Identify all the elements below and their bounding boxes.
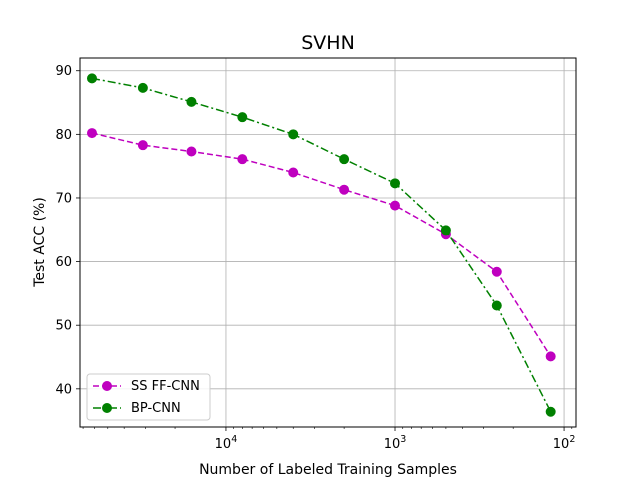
data-point-ss-ff-cnn xyxy=(339,184,350,195)
chart-title: SVHN xyxy=(301,32,355,54)
data-point-bp-cnn xyxy=(137,82,148,93)
data-point-bp-cnn xyxy=(390,178,401,189)
y-tick-label: 50 xyxy=(55,319,72,334)
data-point-ss-ff-cnn xyxy=(288,167,299,178)
data-point-ss-ff-cnn xyxy=(491,266,502,277)
ticks: 40 50 60 70 80 90 104 103 102 xyxy=(55,64,575,452)
data-point-ss-ff-cnn xyxy=(390,200,401,211)
legend-marker-bp-cnn xyxy=(102,403,112,413)
legend: SS FF-CNN BP-CNN xyxy=(86,373,211,421)
series-ss-ff-cnn xyxy=(86,128,556,362)
data-point-ss-ff-cnn xyxy=(137,140,148,151)
y-tick-label: 60 xyxy=(55,255,72,270)
data-point-bp-cnn xyxy=(86,73,97,84)
legend-box xyxy=(86,373,211,421)
y-tick-label: 70 xyxy=(55,191,72,206)
series-layer xyxy=(86,73,556,417)
x-tick-label: 102 xyxy=(553,434,576,452)
data-point-bp-cnn xyxy=(440,225,451,236)
data-point-bp-cnn xyxy=(545,406,556,417)
x-tick-label: 104 xyxy=(215,434,238,452)
data-point-bp-cnn xyxy=(288,129,299,140)
y-axis-label: Test ACC (%) xyxy=(32,197,48,288)
y-tick-label: 40 xyxy=(55,382,72,397)
data-point-bp-cnn xyxy=(491,300,502,311)
data-point-bp-cnn xyxy=(339,154,350,165)
data-point-ss-ff-cnn xyxy=(545,351,556,362)
series-line-bp-cnn xyxy=(91,77,552,413)
data-point-bp-cnn xyxy=(237,112,248,123)
series-bp-cnn xyxy=(86,73,556,417)
data-point-ss-ff-cnn xyxy=(186,146,197,157)
legend-label-bp-cnn: BP-CNN xyxy=(131,401,181,416)
x-axis-label: Number of Labeled Training Samples xyxy=(199,462,457,478)
legend-marker-ss-ff-cnn xyxy=(102,381,112,391)
y-tick-label: 80 xyxy=(55,128,72,143)
data-point-ss-ff-cnn xyxy=(86,128,97,139)
series-line-ss-ff-cnn xyxy=(91,132,552,357)
data-point-bp-cnn xyxy=(186,96,197,107)
data-point-ss-ff-cnn xyxy=(237,154,248,165)
legend-label-ss-ff-cnn: SS FF-CNN xyxy=(131,379,200,394)
plot-frame xyxy=(79,57,577,428)
x-tick-label: 103 xyxy=(384,434,407,452)
y-tick-label: 90 xyxy=(55,64,72,79)
